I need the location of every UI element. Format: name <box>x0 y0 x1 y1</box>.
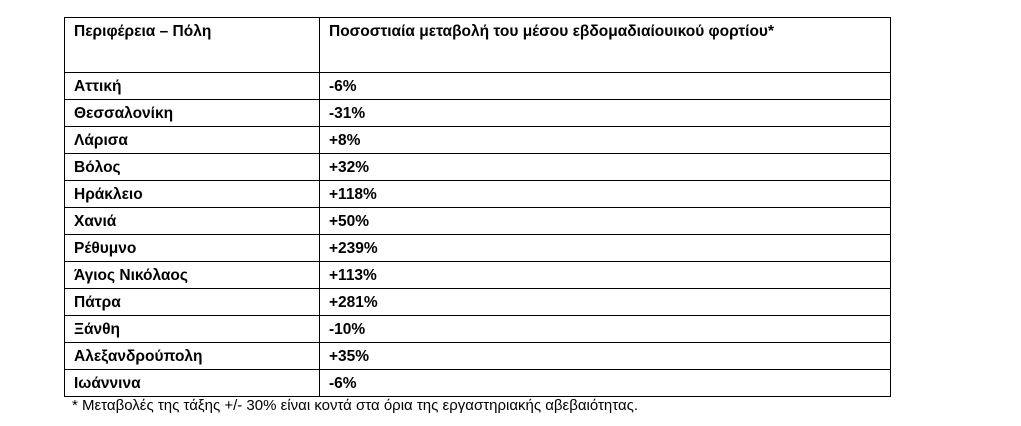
table-row: Ιωάννινα -6% <box>64 369 891 397</box>
footnote: * Μεταβολές της τάξης +/- 30% είναι κοντ… <box>72 397 639 414</box>
region-cell: Χανιά <box>64 207 320 235</box>
change-cell: +113% <box>319 261 891 289</box>
change-cell: -6% <box>319 369 891 397</box>
table-row: Λάρισα +8% <box>64 126 891 154</box>
region-cell: Ξάνθη <box>64 315 320 343</box>
region-cell: Θεσσαλονίκη <box>64 99 320 127</box>
change-cell: +35% <box>319 342 891 370</box>
change-cell: +239% <box>319 234 891 262</box>
table-row: Πάτρα +281% <box>64 288 891 316</box>
change-cell: -6% <box>319 72 891 100</box>
change-cell: +8% <box>319 126 891 154</box>
header-cell: Περιφέρεια – Πόλη <box>64 17 320 73</box>
table-row: Ηράκλειο +118% <box>64 180 891 208</box>
header-cell: Ποσοστιαία μεταβολή του μέσου εβδομαδιαί… <box>319 17 891 73</box>
table-row: Θεσσαλονίκη -31% <box>64 99 891 127</box>
data-table: Περιφέρεια – Πόλη Ποσοστιαία μεταβολή το… <box>64 17 891 397</box>
table-row: Άγιος Νικόλαος +113% <box>64 261 891 289</box>
change-cell: +118% <box>319 180 891 208</box>
region-cell: Πάτρα <box>64 288 320 316</box>
table-row: Βόλος +32% <box>64 153 891 181</box>
region-cell: Βόλος <box>64 153 320 181</box>
change-cell: +32% <box>319 153 891 181</box>
region-cell: Άγιος Νικόλαος <box>64 261 320 289</box>
region-cell: Λάρισα <box>64 126 320 154</box>
header-row: Περιφέρεια – Πόλη Ποσοστιαία μεταβολή το… <box>64 17 891 73</box>
change-cell: -10% <box>319 315 891 343</box>
region-cell: Ιωάννινα <box>64 369 320 397</box>
table-row: Αττική -6% <box>64 72 891 100</box>
region-cell: Αλεξανδρούπολη <box>64 342 320 370</box>
table-body: Περιφέρεια – Πόλη Ποσοστιαία μεταβολή το… <box>64 17 891 397</box>
table-row: Ξάνθη -10% <box>64 315 891 343</box>
table-row: Αλεξανδρούπολη +35% <box>64 342 891 370</box>
change-cell: +281% <box>319 288 891 316</box>
table-row: Ρέθυμνο +239% <box>64 234 891 262</box>
table-row: Χανιά +50% <box>64 207 891 235</box>
change-cell: +50% <box>319 207 891 235</box>
region-cell: Ρέθυμνο <box>64 234 320 262</box>
region-cell: Ηράκλειο <box>64 180 320 208</box>
change-cell: -31% <box>319 99 891 127</box>
region-cell: Αττική <box>64 72 320 100</box>
